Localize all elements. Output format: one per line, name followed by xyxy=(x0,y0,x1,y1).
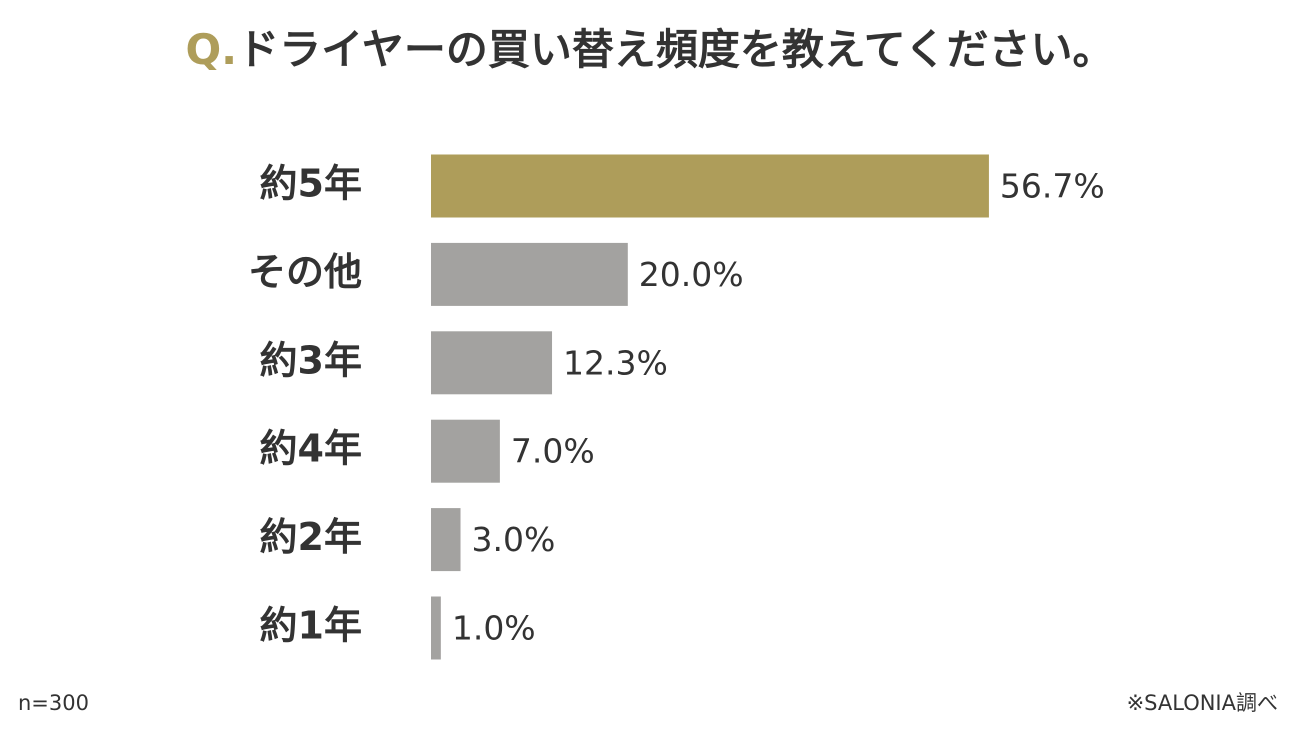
category-label: 約2年 xyxy=(260,515,362,559)
category-label: 約4年 xyxy=(260,427,362,471)
bar xyxy=(431,331,553,395)
bar xyxy=(431,596,441,660)
chart-title: ドライヤーの買い替え頻度を教えてください。 xyxy=(237,25,1114,74)
value-label: 1.0% xyxy=(452,609,536,648)
value-label: 56.7% xyxy=(1000,167,1105,206)
value-label: 20.0% xyxy=(639,255,744,294)
bar xyxy=(431,419,500,483)
category-label: その他 xyxy=(248,250,362,294)
value-label: 3.0% xyxy=(472,520,556,559)
value-label: 7.0% xyxy=(511,432,595,471)
title-prefix: Q. xyxy=(185,25,237,74)
bar xyxy=(431,154,989,218)
bar xyxy=(431,242,628,306)
category-label: 約3年 xyxy=(260,338,362,382)
category-label: 約1年 xyxy=(260,604,362,648)
value-label: 12.3% xyxy=(563,343,668,382)
category-label: 約5年 xyxy=(260,162,362,206)
bar xyxy=(431,508,461,572)
source-note: ※SALONIA調べ xyxy=(1127,691,1278,715)
sample-note: n=300 xyxy=(18,691,89,715)
chart-title-group: Q.ドライヤーの買い替え頻度を教えてください。 xyxy=(185,25,1114,74)
